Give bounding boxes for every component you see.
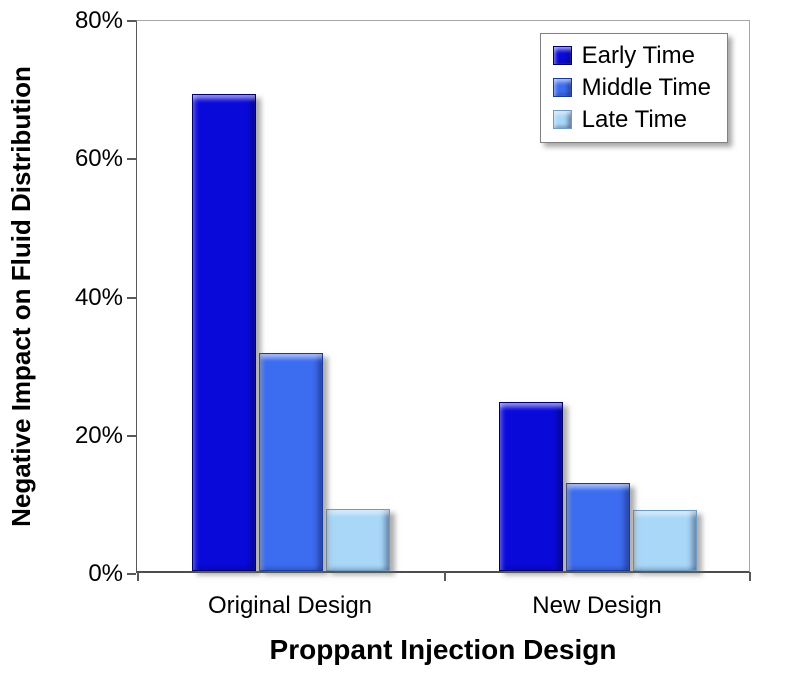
y-tick-mark — [127, 296, 136, 299]
legend-label: Late Time — [581, 106, 688, 133]
bar-late-time — [633, 510, 697, 571]
x-tick-mark — [444, 572, 446, 581]
legend-item: Early Time — [552, 41, 711, 70]
x-category-label: New Design — [532, 592, 662, 619]
bar-early-time — [499, 402, 563, 571]
plot-area: Early Time Middle Time Late Time 0% 20% 40% 6… — [75, 7, 751, 587]
legend-swatch-early-time — [552, 46, 572, 65]
x-axis-title: Proppant Injection Design — [269, 634, 617, 665]
legend-item: Late Time — [552, 105, 711, 134]
y-tick-label: 40% — [74, 283, 123, 311]
y-tick-mark — [127, 20, 136, 22]
bar-middle-time — [566, 483, 630, 571]
x-category-label: Original Design — [207, 592, 373, 619]
bar-middle-time — [259, 353, 323, 571]
y-tick-mark — [127, 434, 136, 437]
y-tick-label: 60% — [74, 145, 123, 173]
bar-late-time — [326, 509, 390, 571]
legend-label: Middle Time — [581, 74, 711, 101]
y-tick-label: 0% — [88, 560, 123, 587]
y-tick-label: 20% — [74, 421, 123, 449]
legend: Early Time Middle Time Late Time — [539, 33, 728, 143]
legend-item: Middle Time — [552, 73, 711, 102]
y-tick-mark — [127, 573, 136, 575]
y-tick-mark — [127, 158, 136, 161]
legend-swatch-late-time — [552, 110, 572, 129]
bar-early-time — [192, 94, 256, 571]
legend-swatch-middle-time — [552, 78, 572, 97]
y-tick-label: 80% — [74, 7, 123, 34]
x-tick-mark — [749, 572, 751, 581]
legend-label: Early Time — [581, 42, 695, 69]
y-axis-title: Negative Impact on Fluid Distribution — [6, 66, 36, 527]
x-tick-mark — [137, 572, 139, 581]
